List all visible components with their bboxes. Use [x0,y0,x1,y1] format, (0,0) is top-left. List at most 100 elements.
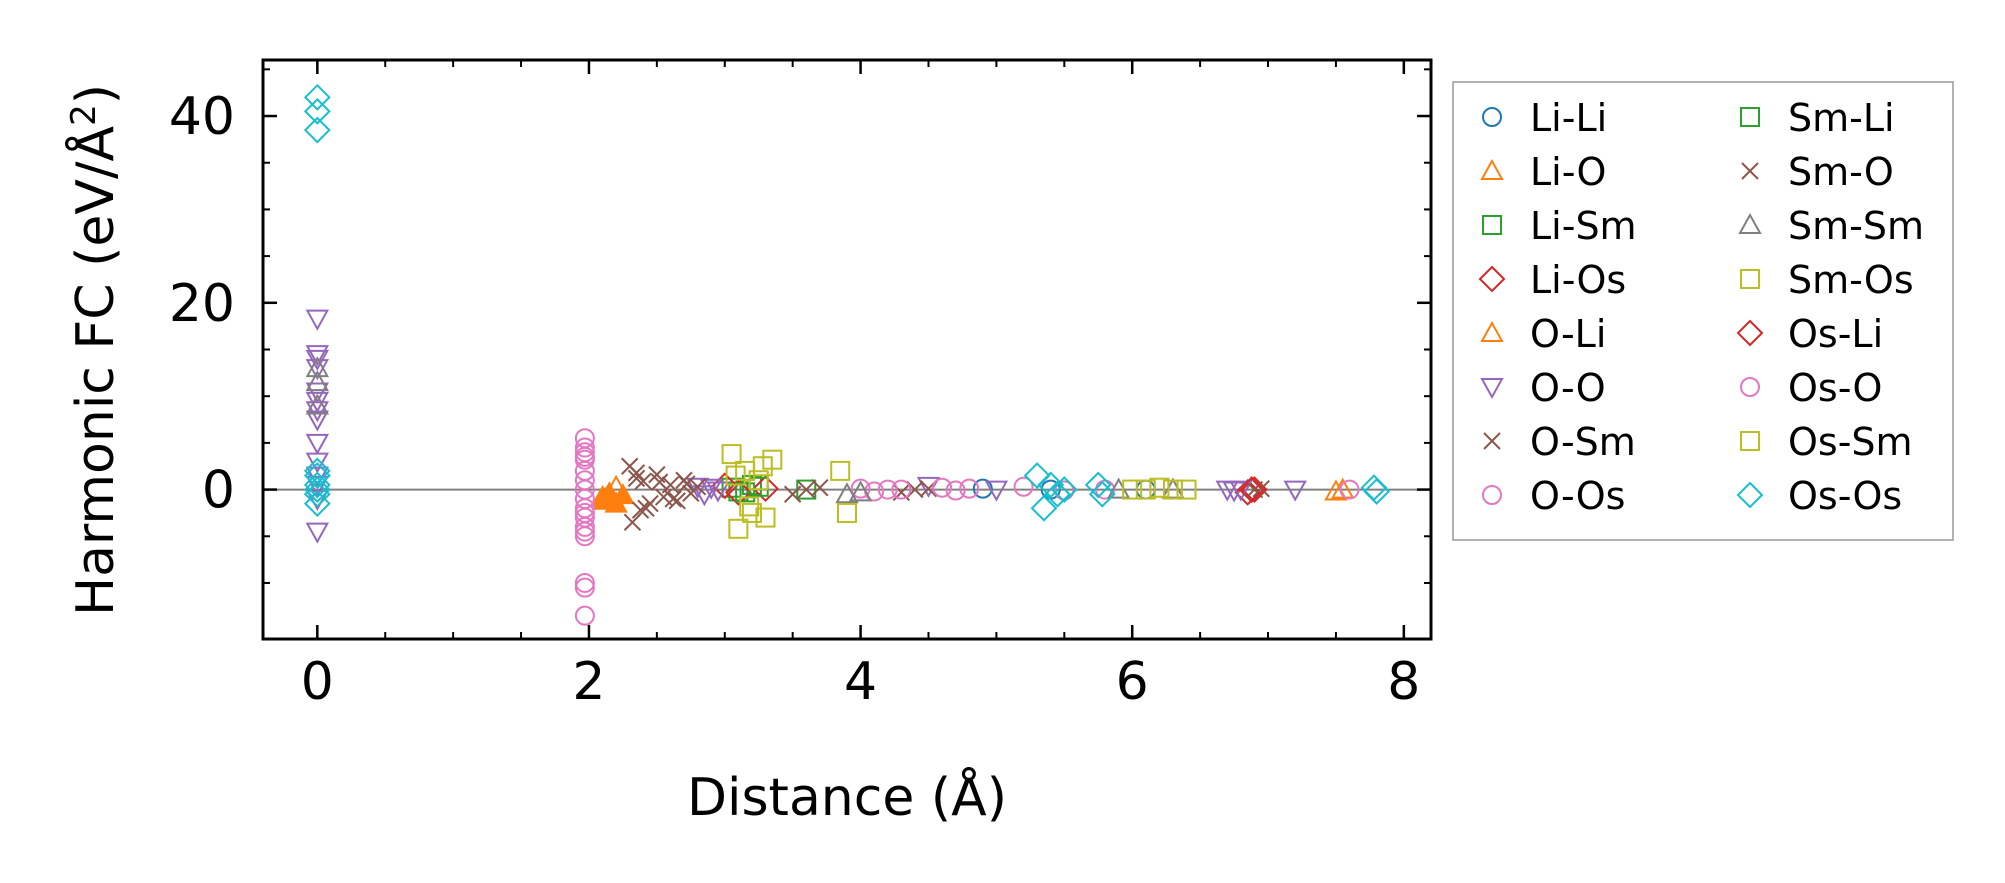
data-point-o-o [305,309,330,331]
legend-marker-li-li [1482,107,1502,127]
legend-label: Os-O [1788,366,1882,410]
data-point-os-os [303,83,331,111]
data-point-sm-os [728,518,749,539]
data-point-sm-os [721,444,742,465]
data-point-sm-o [678,475,696,493]
legend-marker-li-o [1480,158,1504,180]
legend-label: O-Li [1530,312,1606,356]
data-point-sm-sm [305,370,330,392]
data-point-os-os [303,471,331,499]
data-point-sm-sm [305,393,330,415]
data-point-os-os [303,116,331,144]
data-point-li-o [1331,477,1355,499]
data-point-o-os [850,478,871,499]
data-point-os-os [1084,471,1112,499]
x-tick-label: 6 [1116,652,1149,712]
data-point-o-os [574,516,595,537]
data-point-o-sm [661,476,680,494]
legend-label: O-O [1530,366,1606,410]
data-point-os-os [1037,471,1065,499]
data-point-o-sm [623,513,642,531]
data-point-sm-os [1149,477,1170,498]
data-point-os-os [303,480,331,508]
x-tick-label: 8 [1387,652,1420,712]
data-point-o-os [877,479,898,500]
data-point-o-sm [634,472,652,490]
data-point-os-o [959,478,980,499]
plot-frame [261,58,1433,641]
data-point-os-os [303,462,331,489]
data-point-sm-os [1176,479,1197,500]
data-point-os-os [1360,474,1388,502]
legend-label: Li-Os [1530,258,1626,302]
data-point-o-os [574,605,595,626]
y-tick-label: 40 [169,87,235,147]
data-point-os-sm [1135,479,1156,500]
data-point-sm-sm [305,356,330,378]
y-axis-label: Harmonic FC (eV/Å2) [64,84,126,616]
data-point-o-os [1013,476,1034,497]
data-point-os-o [574,446,595,467]
data-point-o-sm [811,479,829,497]
legend-marker-o-os [1482,485,1502,505]
data-point-sm-os [748,470,769,491]
data-point-o-o [305,433,330,455]
data-point-os-os [1088,480,1116,508]
data-point-os-os [1050,476,1078,503]
legend-marker-sm-os [1740,269,1760,289]
legend-label: Li-Sm [1530,204,1637,248]
data-point-os-sm [1162,479,1183,500]
data-point-sm-os [755,507,776,528]
data-point-os-os [303,476,331,503]
legend-marker-o-li [1480,320,1504,342]
legend-label: Sm-Li [1788,96,1895,140]
legend-label: Os-Sm [1788,420,1913,464]
data-point-o-li [611,483,635,505]
data-point-sm-sm [848,480,873,502]
x-axis-label: Distance (Å) [687,766,1007,828]
data-point-os-os [303,490,331,518]
data-point-os-os [1044,480,1071,508]
data-point-os-os [1023,462,1051,489]
data-point-os-o [574,521,595,542]
y-tick-label: 20 [169,274,235,334]
data-point-li-li [972,478,993,499]
legend-marker-li-os [1478,265,1506,293]
legend-label: O-Os [1530,474,1625,518]
legend-label: Li-O [1530,150,1606,194]
data-point-sm-os [1122,479,1143,500]
legend-marker-os-os [1736,481,1764,509]
legend-label: Sm-Os [1788,258,1914,302]
data-point-o-o [699,478,723,500]
data-point-li-os [752,475,779,503]
data-point-sm-os [830,460,851,481]
data-point-os-os [1030,494,1058,522]
legend-label: Li-Li [1530,96,1607,140]
data-point-o-sm [1252,479,1270,498]
legend-label: Sm-O [1788,150,1894,194]
x-tick-label: 4 [844,652,877,712]
legend-marker-os-li [1736,319,1764,347]
data-point-sm-os [837,502,857,523]
data-point-o-o [305,410,330,432]
legend-marker-li-sm [1482,215,1502,235]
x-tick-label: 2 [572,652,605,712]
legend-marker-sm-o [1741,162,1759,180]
data-point-os-sm [752,456,773,477]
data-point-os-li [1238,476,1266,503]
data-point-o-os [574,577,595,598]
data-point-sm-os [741,502,762,523]
data-point-o-os [945,480,966,501]
legend-marker-os-o [1740,377,1760,397]
data-point-sm-o [627,469,646,488]
data-point-o-os [574,526,595,547]
data-point-sm-sm [835,482,859,504]
data-point-o-o [1283,480,1307,502]
data-point-o-o [685,477,710,499]
data-point-o-sm [627,464,646,482]
data-point-li-os [1241,476,1268,503]
data-point-o-o [305,345,330,367]
data-point-os-sm [739,496,760,517]
data-point-o-sm [631,501,650,519]
y-axis-label-sup: 2 [64,104,104,126]
